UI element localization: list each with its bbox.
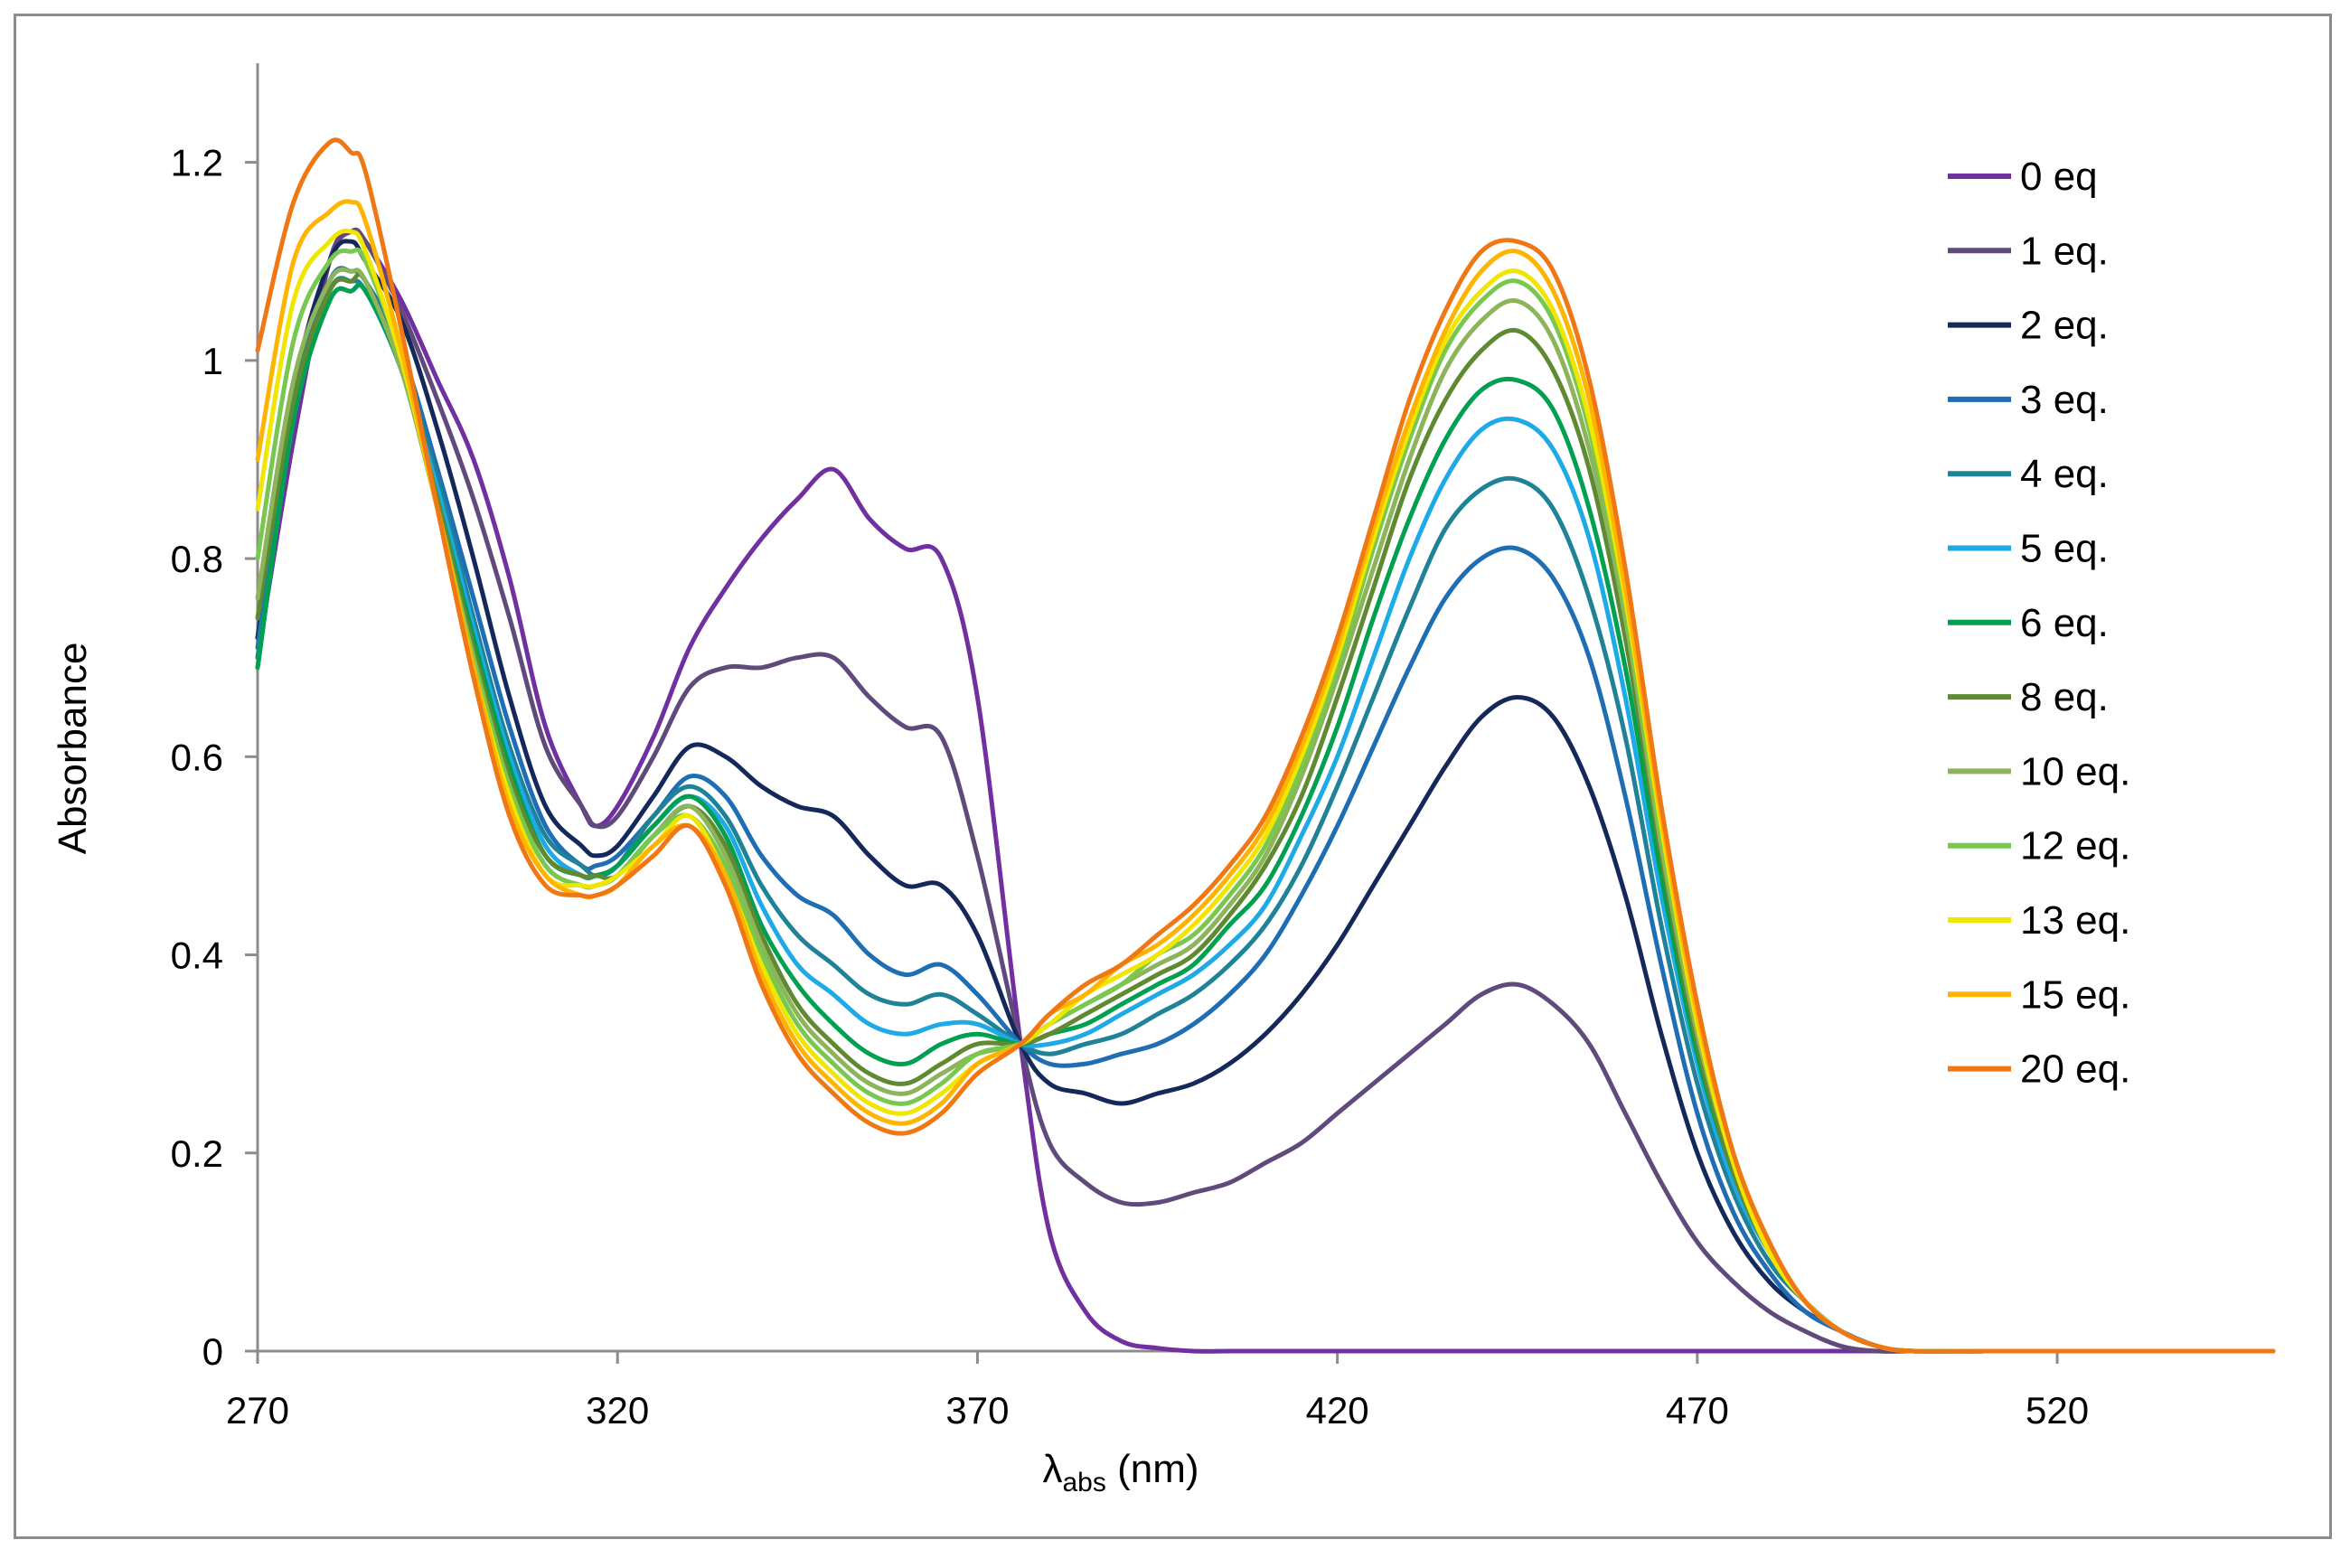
x-tick-label: 320: [586, 1389, 649, 1432]
series-line-20-eq: [255, 137, 2276, 1354]
legend-label-15-eq: 15 eq.: [2020, 972, 2130, 1017]
y-tick-label: 1.2: [171, 142, 223, 184]
y-tick-label: 0: [202, 1330, 223, 1373]
x-tick-label: 370: [945, 1389, 1009, 1432]
legend-label-13-eq: 13 eq.: [2020, 898, 2130, 943]
legend: 0 eq 1 eq. 2 eq. 3 eq. 4 eq. 5 eq. 6 eq. 8 eq. 1…: [1948, 155, 2130, 1092]
series-line-5-eq: [255, 282, 2276, 1354]
series-line-12-eq: [255, 247, 2276, 1354]
x-tick-label: 520: [2026, 1389, 2089, 1432]
x-axis-title-sub: abs: [1062, 1468, 1105, 1498]
series-line-8-eq: [255, 271, 2276, 1354]
y-tick-label: 0.8: [171, 538, 223, 580]
legend-label-3-eq: 3 eq.: [2020, 378, 2109, 422]
legend-label-4-eq: 4 eq.: [2020, 452, 2109, 496]
legend-label-8-eq: 8 eq.: [2020, 675, 2109, 719]
legend-label-10-eq: 10 eq.: [2020, 749, 2130, 793]
legend-label-2-eq: 2 eq.: [2020, 304, 2109, 348]
x-axis-title-main: λ: [1042, 1447, 1062, 1491]
y-tick-label: 0.6: [171, 736, 223, 778]
series-line-1-eq: [255, 227, 2276, 1354]
x-tick-labels: 270 320 370 420 470 520: [226, 1389, 2089, 1432]
figure-frame: [14, 14, 2332, 1539]
y-tick-label: 0.4: [171, 934, 223, 977]
series-line-2-eq: [255, 239, 2276, 1354]
x-tick-label: 270: [226, 1389, 289, 1432]
series-layer: [255, 137, 2276, 1354]
y-axis-title: Absorbance: [51, 643, 95, 855]
legend-label-5-eq: 5 eq.: [2020, 527, 2109, 571]
series-line-10-eq: [255, 267, 2276, 1354]
series-line-3-eq: [255, 266, 2276, 1354]
legend-label-0-eq: 0 eq: [2020, 155, 2098, 199]
legend-label-20-eq: 20 eq.: [2020, 1047, 2130, 1092]
series-line-4-eq: [255, 276, 2276, 1354]
y-tick-label: 0.2: [171, 1132, 223, 1175]
y-tick-label: 1: [202, 340, 223, 382]
legend-label-12-eq: 12 eq.: [2020, 824, 2130, 869]
x-axis-title: λabs (nm): [1042, 1447, 1198, 1498]
x-axis-title-unit: (nm): [1106, 1447, 1199, 1491]
series-line-0-eq: [255, 228, 2276, 1354]
legend-label-6-eq: 6 eq.: [2020, 601, 2109, 645]
x-tick-label: 470: [1666, 1389, 1729, 1432]
legend-label-1-eq: 1 eq.: [2020, 229, 2109, 273]
x-tick-label: 420: [1306, 1389, 1369, 1432]
y-tick-labels: 0 0.2 0.4 0.6 0.8 1 1.2: [171, 142, 223, 1373]
